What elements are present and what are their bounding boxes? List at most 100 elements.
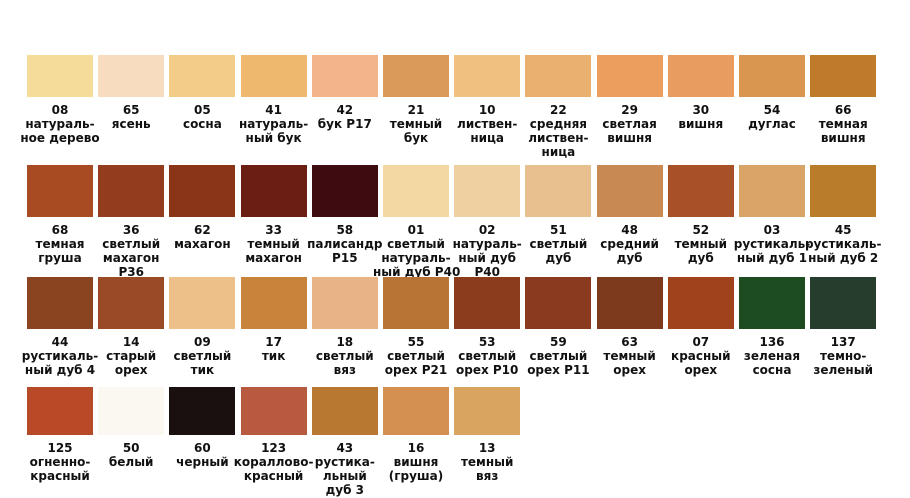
swatch-name: натураль- xyxy=(452,237,522,251)
swatch-name: темно- xyxy=(819,349,867,363)
swatch-label: 58 палисандр Р15 xyxy=(302,223,388,265)
swatch-name: дуб 3 xyxy=(325,483,364,497)
swatch-label: 08 натураль-ное дерево xyxy=(17,103,103,145)
color-swatch xyxy=(525,55,592,97)
color-swatch xyxy=(98,55,165,97)
swatch-name: ница xyxy=(541,145,576,159)
swatch-name: черный xyxy=(176,455,229,469)
swatch-name: темная xyxy=(818,117,868,131)
swatch-label: 66 темная вишня xyxy=(800,103,886,145)
swatch-name: бук Р17 xyxy=(317,117,372,131)
swatch-name: дуб xyxy=(545,251,572,265)
swatch-name: светлый xyxy=(173,349,232,363)
swatch-name: дуб xyxy=(616,251,643,265)
color-swatch xyxy=(311,277,378,329)
swatch-code: 09 xyxy=(194,335,211,349)
swatch-name: зеленая xyxy=(743,349,801,363)
swatch-name: ный бук xyxy=(245,131,302,145)
swatch-code: 29 xyxy=(621,103,638,117)
swatch-label: 51 светлый дуб xyxy=(515,223,601,265)
swatch-code: 18 xyxy=(336,335,354,349)
swatch-name: красный xyxy=(243,469,304,483)
swatch-name: ясень xyxy=(111,117,151,131)
swatch-name: орех xyxy=(114,363,148,377)
swatch-code: 33 xyxy=(265,223,282,237)
color-swatch xyxy=(739,55,805,97)
swatch-label: 53 светлый орех Р10 xyxy=(444,335,530,377)
swatch-name: светлый xyxy=(102,237,161,251)
swatch-name: ный дуб 4 xyxy=(24,363,96,377)
swatch-label: 18 светлый вяз xyxy=(302,335,388,377)
swatch-name: орех xyxy=(613,363,646,377)
swatch-code: 13 xyxy=(478,441,496,455)
swatch-code: 21 xyxy=(407,103,425,117)
swatch-name: натураль- xyxy=(238,117,309,131)
swatch-name: листвен- xyxy=(457,117,518,131)
swatch-name: светлый xyxy=(458,349,517,363)
swatch-label: 03 рустикаль-ный дуб 1 xyxy=(729,223,815,265)
swatch-code: 52 xyxy=(692,223,710,237)
swatch-name: льный xyxy=(322,469,367,483)
color-swatch xyxy=(27,387,93,435)
color-swatch xyxy=(383,55,449,97)
color-swatch xyxy=(383,165,449,217)
swatch-name: дуглас xyxy=(748,117,796,131)
swatch-code: 16 xyxy=(407,441,425,455)
swatch-label: 43 рустика-льный дуб 3 xyxy=(302,441,388,497)
swatch-name: красный xyxy=(671,349,731,363)
swatch-label: 29 светлая вишня xyxy=(587,103,673,145)
swatch-code: 01 xyxy=(407,223,425,237)
swatch-name: старый xyxy=(106,349,157,363)
swatch-name: средний xyxy=(600,237,659,251)
color-swatch xyxy=(739,277,805,329)
color-swatch xyxy=(810,165,877,217)
swatch-name: орех Р21 xyxy=(384,363,448,377)
color-swatch xyxy=(240,277,307,329)
swatch-name: темный xyxy=(389,117,443,131)
swatch-label: 45 рустикаль-ный дуб 2 xyxy=(800,223,886,265)
swatch-code: 14 xyxy=(122,335,140,349)
swatch-label: 16 вишня (груша) xyxy=(373,441,459,483)
swatch-label: 68 темная груша xyxy=(17,223,103,265)
swatch-name: сосна xyxy=(182,117,222,131)
swatch-name: рустика- xyxy=(314,455,375,469)
color-swatch xyxy=(169,277,236,329)
swatch-name: ный дуб xyxy=(458,251,516,265)
swatch-label: 125 огненно-красный xyxy=(17,441,103,483)
swatch-label: 02 натураль-ный дуб Р40 xyxy=(444,223,530,279)
swatch-name: листвен- xyxy=(528,131,589,145)
swatch-name: палисандр xyxy=(307,237,383,251)
swatch-name: махагон xyxy=(245,251,302,265)
swatch-name: белый xyxy=(108,455,154,469)
swatch-name: ное дерево xyxy=(20,131,100,145)
swatch-name: светлая xyxy=(602,117,657,131)
color-swatch xyxy=(169,387,236,435)
swatch-name: ница xyxy=(470,131,505,145)
swatch-label: 59 светлый орех Р11 xyxy=(515,335,601,377)
swatch-label: 30 вишня xyxy=(658,103,744,131)
swatch-label: 44 рустикаль-ный дуб 4 xyxy=(17,335,103,377)
swatch-label: 136 зеленая сосна xyxy=(729,335,815,377)
swatch-label: 36 светлый махагон Р36 xyxy=(88,223,174,279)
swatch-code: 48 xyxy=(621,223,638,237)
color-swatch xyxy=(525,165,592,217)
swatch-code: 50 xyxy=(122,441,140,455)
swatch-name: рустикаль- xyxy=(21,349,99,363)
swatch-code: 30 xyxy=(692,103,710,117)
swatch-label: 09 светлый тик xyxy=(159,335,245,377)
swatch-name: дуб xyxy=(687,251,714,265)
color-swatch xyxy=(667,277,734,329)
swatch-name: светлый xyxy=(387,237,445,251)
color-swatch xyxy=(810,277,877,329)
swatch-name: натураль- xyxy=(381,251,451,265)
swatch-code: 10 xyxy=(478,103,496,117)
swatch-code: 03 xyxy=(763,223,781,237)
swatch-code: 05 xyxy=(194,103,211,117)
color-swatch xyxy=(667,55,734,97)
swatch-name: вишня xyxy=(678,117,724,131)
swatch-label: 01 светлый натураль-ный дуб Р40 xyxy=(373,223,460,279)
swatch-label: 21 темный бук xyxy=(373,103,459,145)
swatch-code: 07 xyxy=(692,335,710,349)
swatch-label: 14 старый орех xyxy=(88,335,174,377)
swatch-label: 52 темный дуб xyxy=(658,223,744,265)
